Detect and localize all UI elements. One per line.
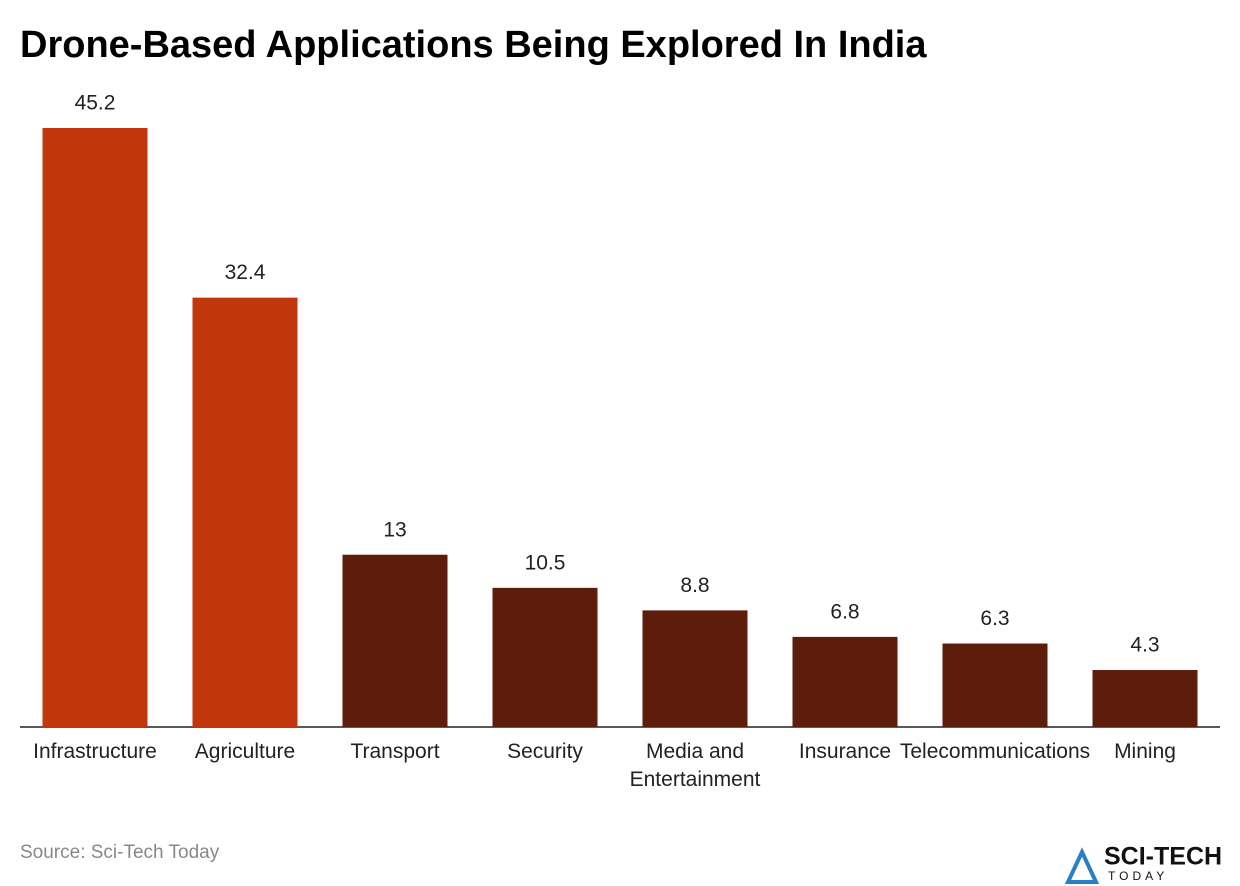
chart-title: Drone-Based Applications Being Explored … bbox=[20, 24, 927, 66]
logo-name: SCI-TECH bbox=[1104, 843, 1222, 871]
bar bbox=[192, 297, 298, 727]
value-label: 32.4 bbox=[225, 261, 266, 284]
x-tick-label: Telecommunications bbox=[899, 740, 1091, 763]
logo-icon bbox=[1064, 847, 1100, 884]
value-label: 8.8 bbox=[680, 574, 709, 597]
value-label: 13 bbox=[383, 518, 406, 541]
x-tick-label: Media and Entertainment bbox=[629, 740, 761, 791]
x-tick-label-box: Security bbox=[470, 738, 620, 766]
x-tick-label: Insurance bbox=[798, 740, 892, 763]
x-tick-label: Security bbox=[507, 740, 583, 763]
value-label: 4.3 bbox=[1130, 634, 1159, 657]
source: Source: Sci-Tech Today bbox=[20, 842, 220, 863]
bar bbox=[942, 643, 1048, 727]
bar bbox=[342, 554, 448, 727]
x-tick-label: Mining bbox=[1114, 740, 1176, 763]
x-tick-label-box: Infrastructure bbox=[20, 738, 170, 766]
x-tick-label: Agriculture bbox=[194, 740, 296, 763]
value-label: 10.5 bbox=[525, 551, 566, 574]
value-label: 6.8 bbox=[830, 600, 859, 623]
logo-tagline: TODAY bbox=[1108, 869, 1168, 883]
x-tick-label-box: Mining bbox=[1070, 738, 1220, 766]
x-tick-label-box: Agriculture bbox=[170, 738, 320, 766]
bar bbox=[642, 610, 748, 727]
x-tick-label-box: Telecommunications bbox=[900, 738, 1090, 766]
x-tick-label: Transport bbox=[350, 740, 440, 763]
bar bbox=[1092, 670, 1198, 727]
value-label: 45.2 bbox=[75, 92, 116, 115]
x-tick-label-box: Media and Entertainment bbox=[620, 738, 770, 794]
bar bbox=[42, 128, 148, 727]
x-tick-label-box: Transport bbox=[320, 738, 470, 766]
x-tick-label-box: Insurance bbox=[770, 738, 920, 766]
x-tick-label: Infrastructure bbox=[33, 740, 157, 763]
bar bbox=[792, 636, 898, 727]
bar bbox=[492, 587, 598, 727]
value-label: 6.3 bbox=[980, 607, 1009, 630]
logo: SCI-TECH TODAY bbox=[1064, 843, 1222, 884]
